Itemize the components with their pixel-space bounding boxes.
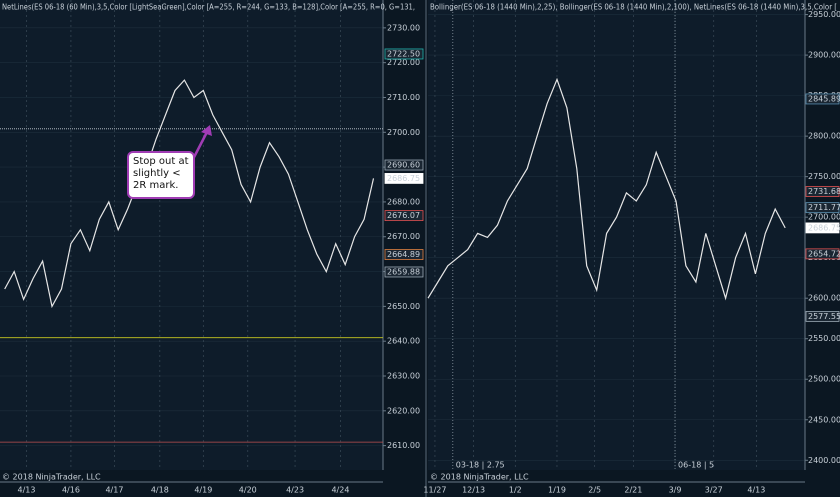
x-tick-label: 4/13 [747, 486, 765, 495]
price-line [4, 79, 375, 309]
y-tick-label: 2640.00 [387, 337, 420, 346]
y-tick-label: 2730.00 [387, 23, 420, 32]
price-marker-label: 2577.55 [808, 312, 840, 321]
y-tick-label: 2620.00 [387, 406, 420, 415]
y-tick-label: 2710.00 [387, 93, 420, 102]
price-marker [384, 48, 424, 60]
price-marker-label: 2722.50 [387, 49, 420, 58]
y-tick-label: 2950.00 [808, 10, 840, 19]
y-tick-label: 2700.00 [387, 128, 420, 137]
x-tick-label: 1/19 [548, 486, 566, 495]
annotation-arrowhead [201, 125, 212, 136]
plot-area [428, 0, 805, 470]
price-marker [384, 249, 424, 260]
price-marker-label: 2676.07 [387, 211, 420, 220]
y-tick-label: 2680.00 [387, 197, 420, 206]
y-tick-label: 2630.00 [387, 372, 420, 381]
x-tick-label: 3/9 [669, 486, 682, 495]
x-tick-label: 4/20 [239, 486, 257, 495]
price-marker-label: 2686.75 [808, 223, 840, 232]
price-marker [805, 202, 840, 214]
y-tick-label: 2800.00 [808, 132, 840, 141]
x-tick-label: 4/16 [62, 486, 80, 495]
indicator-header: NetLines(ES 06-18 (60 Min),3,5,Color [Li… [2, 3, 415, 12]
y-tick-label: 2550.00 [808, 334, 840, 343]
y-tick-label: 2670.00 [387, 232, 420, 241]
y-tick-label: 2450.00 [808, 415, 840, 424]
x-tick-label: 12/13 [462, 486, 485, 495]
price-marker [805, 93, 840, 105]
price-marker [805, 186, 840, 197]
price-line [427, 77, 786, 301]
price-marker [384, 173, 424, 184]
indicator-header: Bollinger(ES 06-18 (1440 Min),2,25), Bol… [430, 3, 837, 12]
x-tick-label: 4/13 [17, 486, 35, 495]
price-marker [384, 159, 424, 171]
price-marker [384, 266, 424, 278]
y-tick-label: 2700.00 [808, 213, 840, 222]
y-tick-label: 2500.00 [808, 375, 840, 384]
price-marker-label: 2690.60 [387, 161, 420, 170]
y-tick-label: 2720.00 [387, 58, 420, 67]
price-marker-label: 2686.75 [387, 174, 420, 183]
y-tick-label: 2400.00 [808, 456, 840, 465]
footer: © 2018 NinjaTrader, LLC [2, 473, 101, 482]
x-tick-label: 3/27 [705, 486, 723, 495]
price-marker-label: 2731.68 [808, 187, 840, 196]
price-marker-label: 2711.77 [808, 203, 840, 212]
x-tick-label: 11/27 [423, 486, 446, 495]
x-tick-label: 2/21 [624, 486, 642, 495]
price-marker [805, 222, 840, 234]
rollover-label: 03-18 | 2.75 [456, 461, 505, 470]
annotation-text: Stop out at slightly < 2R mark. [133, 156, 189, 191]
footer: © 2018 NinjaTrader, LLC [430, 473, 529, 482]
price-marker [384, 210, 424, 222]
x-tick-label: 2/5 [588, 486, 601, 495]
price-marker-label: 2654.72 [808, 249, 840, 258]
annotation: Stop out at slightly < 2R mark. [133, 156, 189, 191]
annotation-box [127, 151, 195, 199]
plot-area [0, 0, 383, 470]
price-marker [805, 310, 840, 322]
price-marker-label: 2664.89 [387, 250, 420, 259]
x-tick-label: 4/17 [105, 486, 123, 495]
y-tick-label: 2650.00 [387, 302, 420, 311]
x-tick-label: 1/2 [509, 486, 522, 495]
x-tick-label: 4/19 [194, 486, 212, 495]
y-tick-label: 2750.00 [808, 172, 840, 181]
x-tick-label: 4/18 [151, 486, 169, 495]
y-tick-label: 2600.00 [808, 294, 840, 303]
x-tick-label: 4/24 [331, 486, 349, 495]
price-marker-label: 2659.88 [387, 267, 420, 276]
price-marker [805, 248, 840, 260]
y-tick-label: 2610.00 [387, 441, 420, 450]
x-tick-label: 4/23 [286, 486, 304, 495]
rollover-label: 06-18 | 5 [678, 461, 714, 470]
y-tick-label: 2900.00 [808, 51, 840, 60]
price-marker-label: 2845.89 [808, 94, 840, 103]
